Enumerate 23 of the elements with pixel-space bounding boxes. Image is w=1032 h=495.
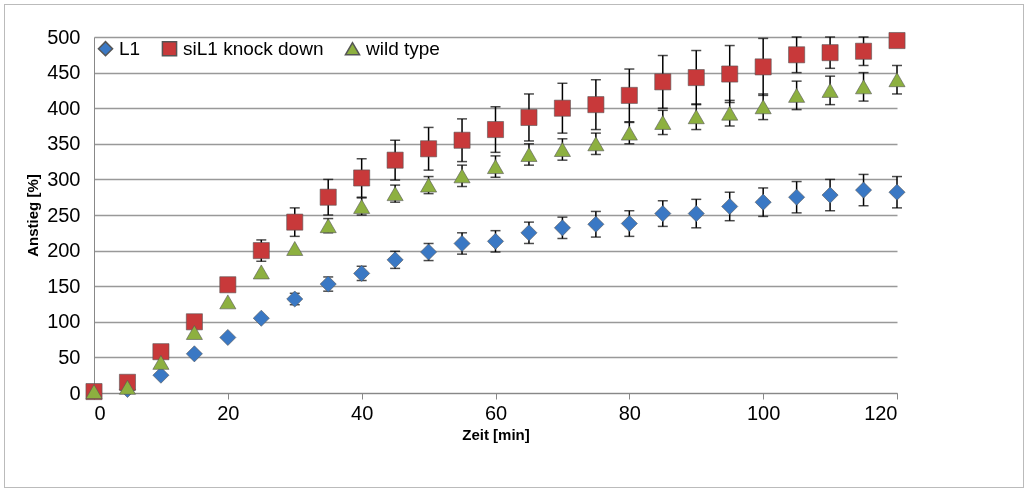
legend-label: wild type: [365, 37, 440, 59]
y-tick-label: 500: [47, 25, 81, 48]
y-tick-label: 400: [47, 96, 81, 119]
y-tick-label: 450: [47, 61, 81, 84]
y-tick-label: 350: [47, 132, 81, 155]
y-tick-label: 50: [58, 345, 81, 368]
legend-label: L1: [119, 37, 141, 59]
y-tick-label: 100: [47, 310, 81, 333]
x-tick-label: 20: [217, 401, 240, 424]
y-tick-label: 300: [47, 167, 81, 190]
x-tick-label: 100: [746, 401, 781, 424]
y-tick-label: 150: [47, 274, 81, 297]
x-tick-label: 80: [618, 401, 641, 424]
y-axis-title: Anstieg [%]: [24, 174, 42, 257]
legend-label: siL1 knock down: [183, 37, 324, 59]
y-tick-label: 0: [69, 381, 81, 404]
x-tick-label: 0: [94, 401, 106, 424]
x-axis-title: Zeit [min]: [462, 425, 530, 443]
x-tick-label: 60: [484, 401, 508, 424]
x-tick-label: 40: [351, 401, 374, 424]
x-tick-label: 120: [864, 401, 898, 424]
y-tick-label: 200: [47, 239, 81, 262]
y-tick-label: 250: [47, 203, 81, 226]
